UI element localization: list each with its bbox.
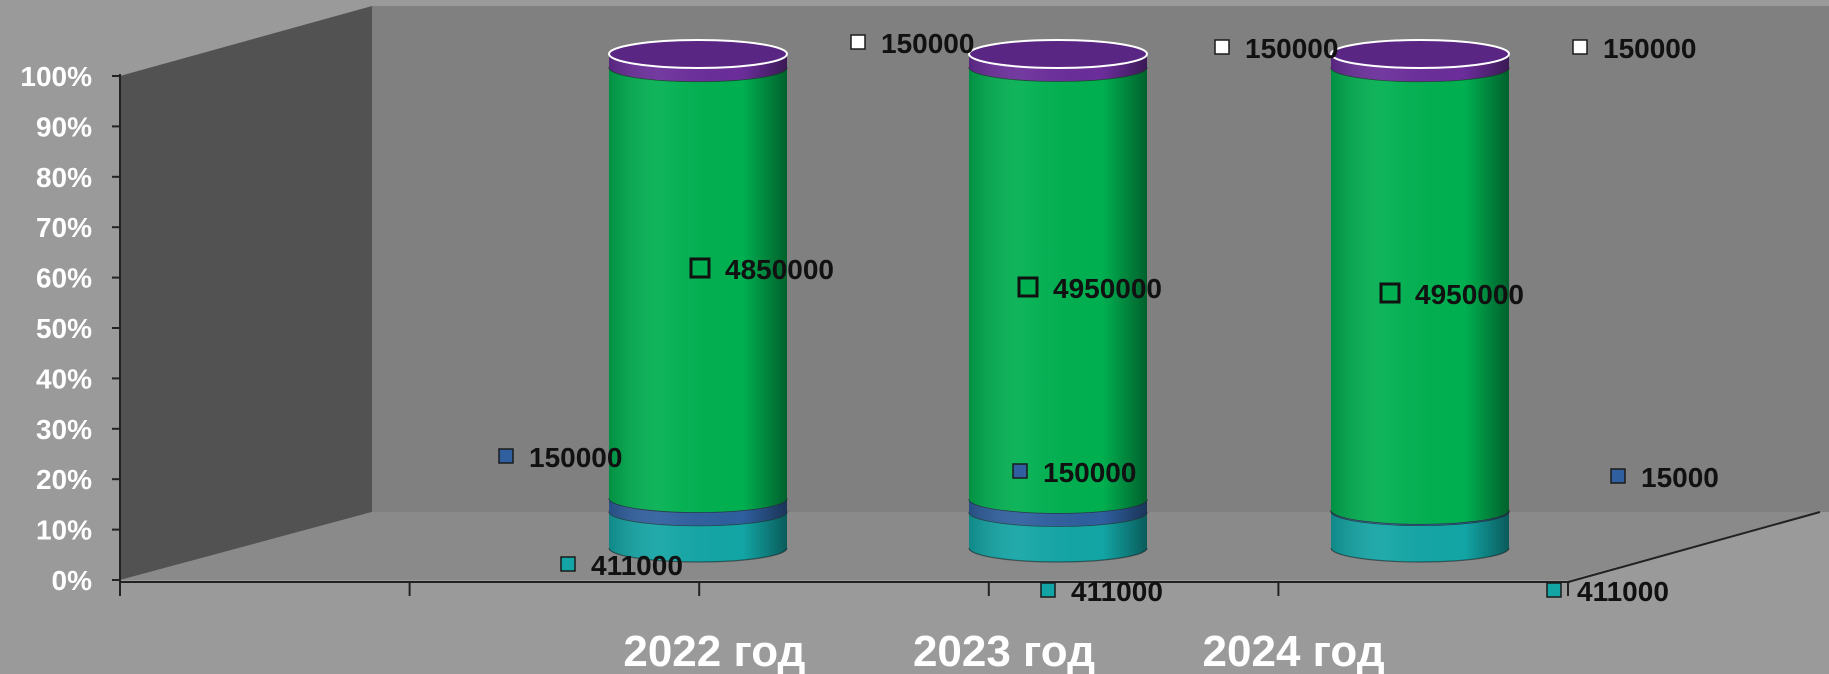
cylinder-segment-shading	[609, 54, 787, 82]
cylinder-1	[608, 39, 788, 563]
data-point-marker	[1040, 582, 1056, 598]
y-tick-label: 30%	[36, 414, 92, 445]
side-wall	[120, 6, 372, 580]
y-tick-label: 80%	[36, 162, 92, 193]
data-label: 150000	[1043, 457, 1136, 488]
data-label: 411000	[1577, 576, 1669, 607]
y-tick-label: 20%	[36, 464, 92, 495]
y-tick-label: 50%	[36, 313, 92, 344]
data-label: 4950000	[1415, 279, 1524, 310]
x-category-label: 2022 год	[623, 627, 805, 674]
cylinder-top-cap	[968, 39, 1148, 69]
y-tick-label: 90%	[36, 111, 92, 142]
data-label: 411000	[1071, 576, 1163, 607]
data-point-marker	[1214, 39, 1230, 55]
x-axis: 2022 год 2023 год 2024 год	[119, 582, 1569, 674]
cylinder-top-cap	[608, 39, 788, 69]
data-point-marker	[498, 448, 514, 464]
bars	[608, 39, 1510, 563]
data-point-marker	[1572, 39, 1588, 55]
cylinder-segment-shading	[969, 54, 1147, 82]
data-label: 411000	[591, 550, 683, 581]
y-tick-label: 100%	[20, 61, 92, 92]
data-point-marker	[1610, 468, 1626, 484]
data-label: 150000	[529, 442, 622, 473]
cylinder-bottom-rim	[608, 547, 788, 563]
data-label: 4950000	[1053, 273, 1162, 304]
cylinder-segment-shading	[609, 498, 787, 526]
cylinder-segment-shading	[1331, 54, 1509, 82]
cylinder-2	[968, 39, 1148, 563]
data-label: 15000	[1641, 462, 1719, 493]
y-axis: 0% 10% 20% 30% 40% 50% 60% 70% 80% 90% 100%	[20, 61, 120, 596]
data-point-marker	[850, 34, 866, 50]
y-tick-label: 60%	[36, 263, 92, 294]
cylinder-bottom-rim	[1330, 547, 1510, 563]
data-label: 150000	[1245, 33, 1338, 64]
data-point-marker	[1546, 582, 1562, 598]
x-category-label: 2023 год	[913, 627, 1095, 674]
data-label: 150000	[881, 28, 974, 59]
depth-axis-line	[1567, 511, 1821, 583]
cylinder-segment-shading	[609, 67, 787, 513]
cylinder-segment-shading	[969, 499, 1147, 527]
data-markers	[498, 34, 1626, 598]
cylinder-segment-shading	[969, 67, 1147, 514]
data-point-marker	[1017, 276, 1039, 298]
data-point-marker	[1379, 282, 1401, 304]
data-labels: 411000 411000 411000 150000 150000 15000 48500…	[529, 28, 1719, 607]
data-label: 4850000	[725, 254, 834, 285]
y-tick-label: 40%	[36, 363, 92, 394]
y-tick-label: 10%	[36, 515, 92, 546]
y-tick-label: 70%	[36, 212, 92, 243]
data-point-marker	[689, 257, 711, 279]
data-label: 150000	[1603, 33, 1696, 64]
cylinder-bottom-rim	[968, 547, 1148, 563]
x-category-label: 2024 год	[1203, 627, 1385, 674]
cylinder-top-cap	[1330, 39, 1510, 69]
y-tick-label: 0%	[52, 565, 93, 596]
cylinder-3	[1330, 39, 1510, 563]
data-point-marker	[1012, 463, 1028, 479]
data-point-marker	[560, 556, 576, 572]
cylinder-segment-shading	[1331, 67, 1509, 524]
